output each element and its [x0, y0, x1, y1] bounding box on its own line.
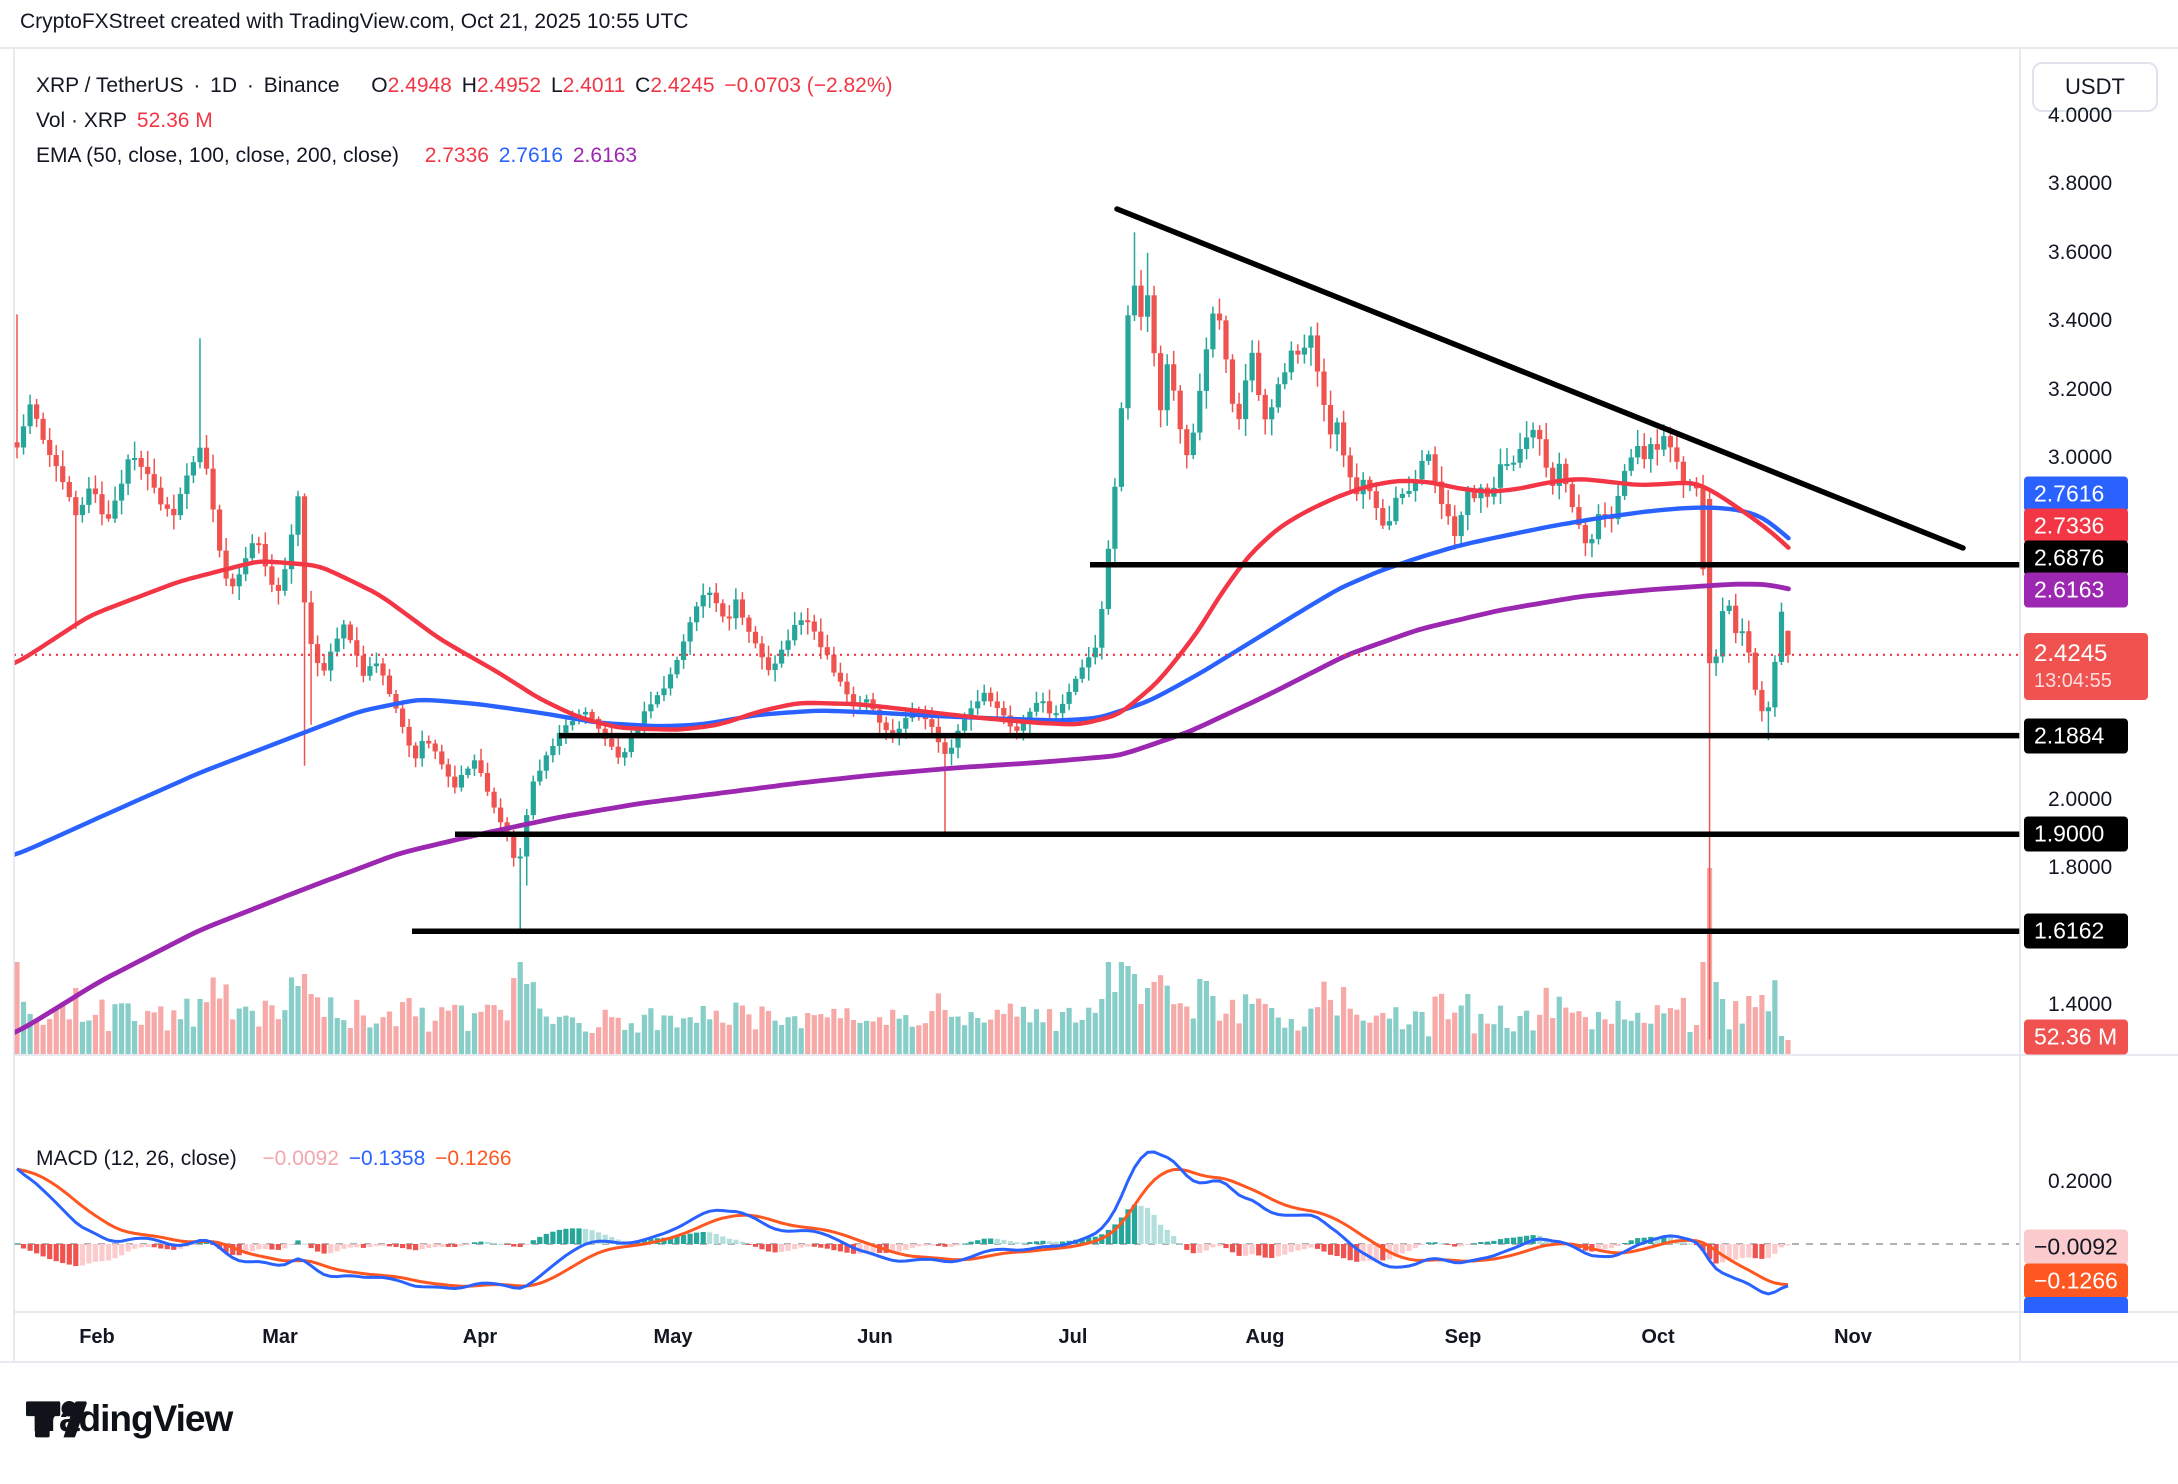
month-label-apr[interactable]: Apr — [462, 1326, 498, 1348]
tradingview-wordmark: TradingView — [26, 1398, 233, 1439]
tradingview-logo-icon — [26, 1401, 87, 1438]
exchange-label: Binance — [263, 74, 340, 97]
ema100-value: 2.7616 — [498, 144, 564, 167]
symbol-legend[interactable]: XRP / TetherUS · 1D · Binance O2.4948 H2… — [36, 74, 893, 97]
high-value: 2.4952 — [476, 74, 542, 97]
change-value: −0.0703 (−2.82%) — [724, 74, 893, 97]
ema200-line — [14, 581, 1791, 1035]
open-value: 2.4948 — [387, 74, 452, 97]
volume-legend[interactable]: Vol · XRP 52.36 M — [36, 109, 217, 133]
symbol-name: XRP / TetherUS — [36, 74, 184, 97]
volume-series — [14, 868, 1791, 1054]
month-label-jun[interactable]: Jun — [857, 1326, 893, 1348]
macd-main-line — [16, 1150, 1789, 1296]
macd-legend[interactable]: MACD (12, 26, close) −0.0092 −0.1358 −0.… — [36, 1147, 516, 1171]
ema200-value: 2.6163 — [572, 144, 638, 167]
close-value: 2.4245 — [650, 74, 715, 97]
support-resistance-lines — [412, 562, 2020, 935]
low-value: 2.4011 — [562, 74, 626, 97]
volume-value: 52.36 M — [136, 109, 213, 132]
ema50-value: 2.7336 — [424, 144, 489, 167]
macd-label: MACD (12, 26, close) — [36, 1147, 237, 1170]
attribution-text: CryptoFXStreet created with TradingView.… — [20, 10, 689, 33]
month-label-feb[interactable]: Feb — [79, 1326, 115, 1348]
macd-signal-value: −0.1266 — [435, 1147, 512, 1170]
macd-signal-line — [16, 1167, 1789, 1288]
macd-hist-value: −0.0092 — [262, 1147, 339, 1170]
month-label-aug[interactable]: Aug — [1245, 1326, 1285, 1348]
ema-legend[interactable]: EMA (50, close, 100, close, 200, close) … — [36, 144, 641, 168]
macd-histogram — [14, 1204, 1791, 1266]
month-label-jul[interactable]: Jul — [1058, 1326, 1088, 1348]
ema-label: EMA (50, close, 100, close, 200, close) — [36, 144, 400, 167]
descending-trendline[interactable] — [1114, 206, 1966, 551]
pane-borders — [0, 47, 2178, 1363]
month-label-mar[interactable]: Mar — [262, 1326, 298, 1348]
ema100-line — [14, 505, 1791, 857]
month-label-sep[interactable]: Sep — [1444, 1326, 1482, 1348]
macd-line-value: −0.1358 — [348, 1147, 426, 1170]
currency-toggle-button[interactable]: USDT — [2032, 62, 2158, 112]
tradingview-attribution[interactable]: TradingView — [26, 1398, 233, 1440]
volume-label: Vol · XRP — [36, 109, 128, 132]
month-label-oct[interactable]: Oct — [1641, 1326, 1675, 1348]
month-label-may[interactable]: May — [653, 1326, 693, 1348]
ema50-line — [14, 477, 1791, 732]
candlestick-series — [14, 232, 1791, 1040]
macd-lines — [16, 1150, 1789, 1296]
interval-label: 1D — [210, 74, 238, 97]
month-label-nov[interactable]: Nov — [1834, 1326, 1872, 1348]
